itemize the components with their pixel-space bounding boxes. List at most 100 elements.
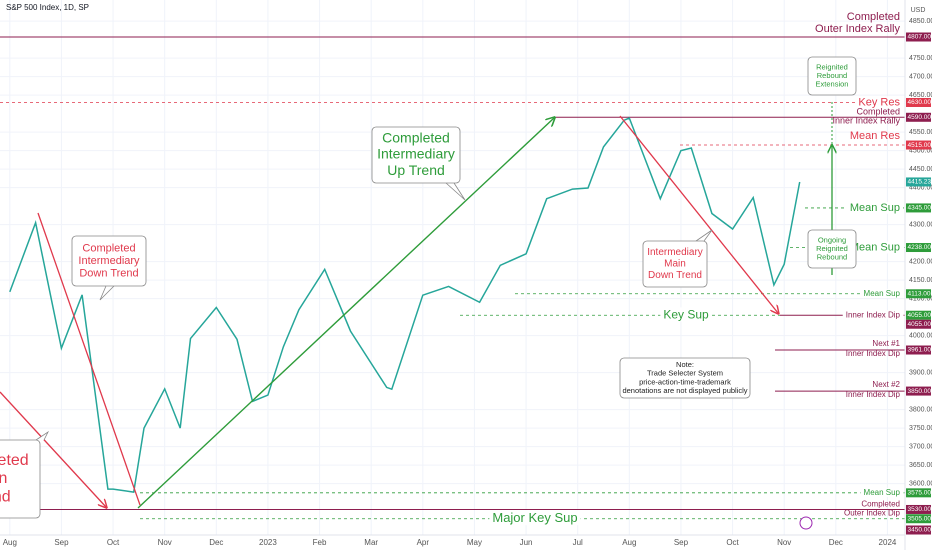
callout-text: Intermediary <box>78 255 140 267</box>
x-tick-label: 2023 <box>259 538 277 547</box>
level-label: Major Key Sup <box>492 510 577 525</box>
trend-line <box>37 212 141 506</box>
level-label: Inner Index Dip <box>846 349 901 358</box>
price-tag <box>906 32 931 42</box>
callout-text: Intermediary <box>377 146 455 162</box>
level-label-bg <box>846 241 903 254</box>
callout-text: Completed <box>0 452 29 469</box>
callout-text: Reignited <box>816 62 848 71</box>
price-tag <box>906 140 931 150</box>
trend-line <box>0 391 106 507</box>
x-tick-label: Nov <box>777 538 791 547</box>
y-tick-label: 3600.00 <box>909 480 932 487</box>
axes: 3600.00 3650.00 3700.00 3750.00 3800.00 3900.… <box>3 18 932 547</box>
level-label: Key Sup <box>663 307 709 321</box>
level-label-bg <box>846 201 903 214</box>
price-tag-label: 3505.00 <box>908 515 932 522</box>
y-tick-label: 4550.00 <box>909 129 932 136</box>
last-price-label: 4415.23 <box>908 179 932 186</box>
x-tick-label: Aug <box>622 538 636 547</box>
level-label: Next #2 <box>872 380 900 389</box>
level-label: Inner Index Dip <box>846 310 901 319</box>
callout-tail <box>695 229 713 242</box>
callout-box <box>71 235 147 287</box>
callout-text: Completed <box>82 242 135 254</box>
y-tick-label: 3750.00 <box>909 425 932 432</box>
callout-tail <box>445 182 466 201</box>
level-label: Next #1 <box>872 339 900 348</box>
callout-box <box>371 126 461 184</box>
level-label: Mean Sup <box>850 202 900 214</box>
price-tag-label: 4515.00 <box>908 142 932 149</box>
x-tick-label: Nov <box>158 538 172 547</box>
callout-box <box>807 56 857 96</box>
level-label: Mean Sup <box>864 289 901 298</box>
x-tick-label: Oct <box>107 538 120 547</box>
callout-text: Reignited <box>816 244 848 253</box>
y-tick-label: 4450.00 <box>909 166 932 173</box>
callout-text: Main <box>0 470 7 487</box>
currency: USD <box>911 7 926 14</box>
price-tag <box>906 112 931 122</box>
x-tick-label: Feb <box>313 538 327 547</box>
x-tick-label: Sep <box>54 538 69 547</box>
price-tag <box>906 345 931 355</box>
price-tag <box>906 488 931 498</box>
x-tick-label: Jul <box>573 538 583 547</box>
price-tag-label: 3575.00 <box>908 490 932 497</box>
callout-text: Rebound <box>817 71 847 80</box>
level-label: Completed <box>861 500 900 509</box>
x-tick-label: Dec <box>829 538 843 547</box>
level-label: Completed <box>847 11 900 23</box>
price-tag-label: 4345.00 <box>908 205 932 212</box>
x-tick-label: May <box>467 538 482 547</box>
x-tick-label: Apr <box>417 538 430 547</box>
price-tag <box>906 514 931 524</box>
price-tag <box>906 97 931 107</box>
price-series <box>9 117 801 493</box>
price-tag <box>906 310 931 320</box>
price-tag-label: 4238.00 <box>908 244 932 251</box>
callout-text: denotations are not displayed publicly <box>622 386 747 395</box>
callout-text: Rebound <box>817 253 847 262</box>
level-label-bg <box>489 510 581 526</box>
trend-lines <box>0 100 832 530</box>
callout-text: Down Trend <box>79 268 138 280</box>
price-tag-label: 4807.00 <box>908 34 932 41</box>
y-tick-label: 3700.00 <box>909 443 932 450</box>
x-tick-label: Oct <box>726 538 739 547</box>
price-tag-label: 3450.00 <box>908 527 932 534</box>
level-label: Completed <box>856 107 900 117</box>
callout-box <box>0 439 41 519</box>
level-label: Key Res <box>858 96 900 108</box>
last-price-tag <box>906 177 931 187</box>
callout-box <box>619 357 751 399</box>
y-tick-label: 3650.00 <box>909 462 932 469</box>
level-label: Mean Res <box>850 130 901 142</box>
level-label: Outer Index Rally <box>815 23 900 35</box>
x-tick-label: 2024 <box>879 538 897 547</box>
level-label: Mean Sup <box>850 241 900 253</box>
callout-text: Down Trend <box>648 270 702 281</box>
level-label-bg <box>860 288 904 298</box>
y-tick-label: 4650.00 <box>909 92 932 99</box>
y-tick-label: 4500.00 <box>909 147 932 154</box>
callout-text: Ongoing <box>818 235 846 244</box>
event-icon[interactable] <box>799 516 813 530</box>
trend-line <box>137 118 554 509</box>
y-tick-label: 4100.00 <box>909 295 932 302</box>
level-label: Mean Sup <box>864 488 901 497</box>
price-tag-label: 3530.00 <box>908 506 932 513</box>
price-tag-label: 4630.00 <box>908 99 932 106</box>
price-tag-label: 3961.00 <box>908 347 932 354</box>
level-label: Outer Index Dip <box>844 509 901 518</box>
level-label-bg <box>660 307 713 322</box>
callout-box <box>642 240 708 288</box>
callout-text: Completed <box>382 130 450 146</box>
x-tick-label: Sep <box>674 538 689 547</box>
price-tag-label: 4055.00 <box>908 321 932 328</box>
